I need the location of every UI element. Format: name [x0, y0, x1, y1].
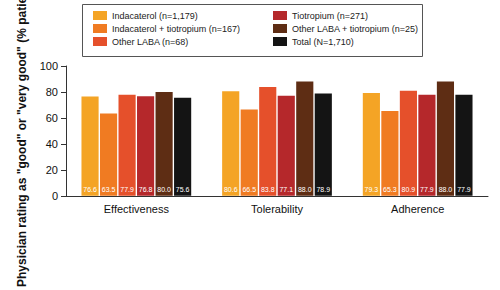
svg-text:75.6: 75.6 — [176, 186, 190, 193]
svg-text:77.9: 77.9 — [420, 186, 434, 193]
svg-text:65.3: 65.3 — [383, 186, 397, 193]
svg-text:0: 0 — [52, 190, 58, 202]
svg-text:Effectiveness: Effectiveness — [104, 203, 170, 215]
svg-text:76.8: 76.8 — [139, 186, 153, 193]
svg-text:Indacaterol (n=1,179): Indacaterol (n=1,179) — [112, 11, 198, 21]
svg-text:Tiotropium (n=271): Tiotropium (n=271) — [292, 11, 368, 21]
svg-text:Physician rating as "good" or: Physician rating as "good" or "very good… — [15, 0, 29, 287]
svg-text:77.9: 77.9 — [457, 186, 471, 193]
svg-text:63.5: 63.5 — [102, 186, 116, 193]
svg-text:80.6: 80.6 — [224, 186, 238, 193]
svg-text:77.1: 77.1 — [279, 186, 293, 193]
svg-text:20: 20 — [46, 164, 58, 176]
svg-text:Adherence: Adherence — [391, 203, 444, 215]
svg-text:Total (N=1,710): Total (N=1,710) — [292, 37, 354, 47]
svg-text:Other LABA (n=68): Other LABA (n=68) — [112, 37, 188, 47]
svg-text:83.8: 83.8 — [261, 186, 275, 193]
svg-text:80.0: 80.0 — [157, 186, 171, 193]
svg-text:Other LABA + tiotropium (n=25): Other LABA + tiotropium (n=25) — [292, 24, 418, 34]
svg-text:80.9: 80.9 — [402, 186, 416, 193]
svg-text:Tolerability: Tolerability — [251, 203, 303, 215]
svg-text:Indacaterol + tiotropium (n=16: Indacaterol + tiotropium (n=167) — [112, 24, 240, 34]
svg-text:40: 40 — [46, 138, 58, 150]
svg-text:88.0: 88.0 — [298, 186, 312, 193]
svg-text:88.0: 88.0 — [439, 186, 453, 193]
svg-text:78.9: 78.9 — [316, 186, 330, 193]
svg-text:66.5: 66.5 — [242, 186, 256, 193]
svg-text:77.9: 77.9 — [120, 186, 134, 193]
svg-text:76.6: 76.6 — [83, 186, 97, 193]
svg-text:80: 80 — [46, 86, 58, 98]
svg-text:79.3: 79.3 — [365, 186, 379, 193]
svg-text:100: 100 — [40, 60, 58, 72]
svg-text:60: 60 — [46, 112, 58, 124]
